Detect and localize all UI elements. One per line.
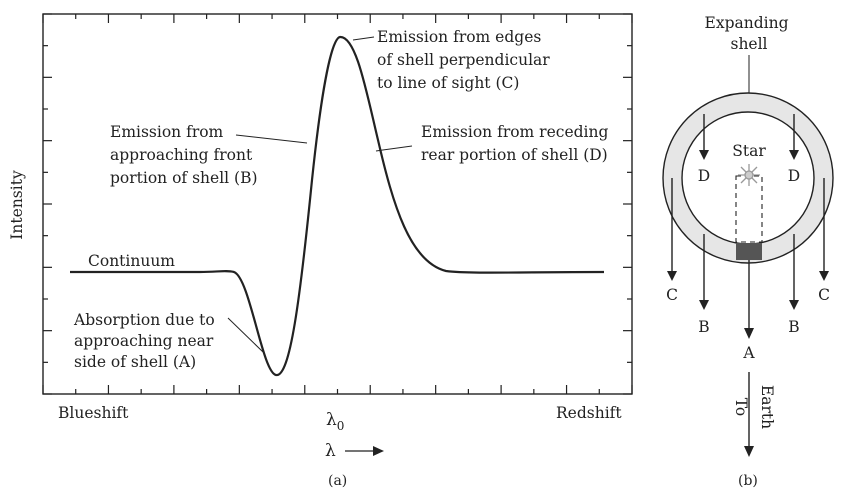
caption-b: (b)	[738, 473, 758, 489]
annotation-A: Absorption due to approaching near side …	[73, 311, 220, 371]
leader-line-A	[227, 317, 264, 353]
annotation-C: Emission from edges of shell perpendicul…	[377, 28, 555, 92]
arrow-D-right-head	[789, 150, 799, 160]
continuum-label: Continuum	[88, 252, 175, 270]
arrow-D-left-head	[699, 150, 709, 160]
x-label-lambda0: λ0	[326, 410, 344, 433]
arrow-B-right-head	[789, 300, 799, 310]
star-label: Star	[732, 142, 766, 160]
x-label-redshift: Redshift	[556, 404, 622, 422]
leader-line-C	[352, 36, 375, 41]
label-C-left: C	[666, 286, 678, 304]
arrow-A-head	[744, 328, 754, 339]
star-icon	[738, 164, 760, 186]
label-D-right: D	[788, 167, 800, 185]
label-C-right: C	[818, 286, 830, 304]
caption-a: (a)	[328, 473, 347, 489]
leader-line-D	[375, 145, 413, 152]
arrow-B-left-head	[699, 300, 709, 310]
label-A: A	[742, 344, 755, 362]
panel-b: Expanding shell Star D D C C	[662, 14, 834, 489]
spectral-line-profile	[70, 35, 605, 377]
label-B-left: B	[698, 318, 709, 336]
lambda-arrow-head	[373, 446, 384, 456]
arrow-C-right-head	[819, 271, 829, 281]
tick-marks	[42, 13, 633, 395]
panel-a: Continuum Absorption due to approaching …	[8, 13, 633, 489]
label-D-left: D	[698, 167, 710, 185]
x-label-blueshift: Blueshift	[58, 404, 129, 422]
y-axis-label: Intensity	[8, 170, 26, 240]
leader-line-B	[235, 134, 308, 144]
label-B-right: B	[788, 318, 799, 336]
arrow-C-left-head	[667, 271, 677, 281]
expanding-shell-label: Expanding shell	[705, 14, 794, 53]
to-earth-earth: Earth	[758, 385, 776, 429]
lambda-arrow-label: λ	[325, 441, 336, 461]
absorbing-region	[736, 243, 762, 260]
to-earth-arrow-head	[744, 446, 754, 457]
annotation-B: Emission from approaching front portion …	[110, 123, 258, 187]
annotation-D: Emission from receding rear portion of s…	[421, 123, 613, 164]
to-earth-to: To	[732, 398, 750, 416]
